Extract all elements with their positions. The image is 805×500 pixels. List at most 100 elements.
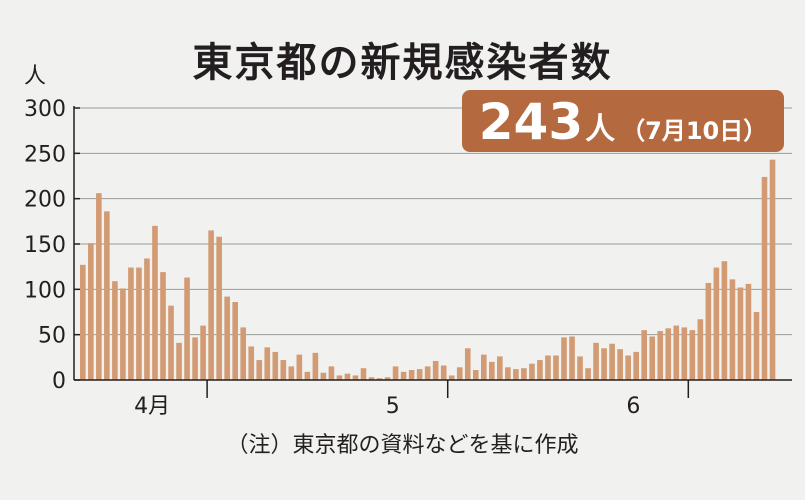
y-tick-label: 0 <box>52 369 66 394</box>
tick-labels: 0501001502002503004月567 <box>24 97 640 419</box>
bar <box>352 375 359 380</box>
bar <box>657 331 664 380</box>
chart-title: 東京都の新規感染者数 <box>192 40 613 86</box>
y-tick-label: 50 <box>38 324 66 349</box>
bar <box>208 230 214 380</box>
bar <box>705 282 712 380</box>
bar <box>505 367 511 380</box>
x-month-label: 6 <box>626 394 640 419</box>
y-tick-label: 250 <box>24 142 66 167</box>
bar <box>200 325 206 380</box>
bar <box>120 288 126 380</box>
bar <box>368 377 375 380</box>
bar <box>288 366 295 380</box>
bar <box>176 342 182 380</box>
bar <box>665 328 672 380</box>
bar <box>168 305 174 380</box>
bar <box>561 337 567 380</box>
bar <box>641 330 647 380</box>
axes <box>73 106 792 398</box>
bar <box>577 356 583 380</box>
bar <box>144 258 150 380</box>
bar <box>617 349 623 380</box>
bar <box>481 354 487 380</box>
bar <box>737 287 744 380</box>
bar <box>128 267 134 380</box>
bar <box>216 236 222 380</box>
bar <box>272 351 279 380</box>
bar <box>633 351 639 380</box>
y-tick-label: 200 <box>24 188 66 213</box>
bar <box>376 378 383 380</box>
bar <box>521 368 527 380</box>
bar <box>625 355 631 380</box>
bar <box>336 375 343 380</box>
bar <box>753 312 760 380</box>
bar <box>360 368 367 380</box>
bar <box>152 225 158 380</box>
bar <box>224 296 230 380</box>
bar <box>456 367 463 380</box>
bar <box>681 327 688 380</box>
bar <box>280 360 287 380</box>
bar <box>553 355 559 380</box>
y-axis-unit: 人 <box>24 64 47 89</box>
bar <box>192 337 198 380</box>
bar <box>649 336 656 380</box>
bar <box>328 366 335 380</box>
bar <box>312 352 319 380</box>
bar <box>497 356 503 380</box>
bar <box>240 327 246 380</box>
bar <box>689 330 696 380</box>
bar <box>489 361 495 380</box>
bar <box>416 369 423 380</box>
bar <box>392 366 399 380</box>
latest-value-callout: 243 人 （7月10日） <box>462 90 784 152</box>
bar <box>296 354 303 380</box>
bar <box>761 176 768 380</box>
y-tick-label: 150 <box>24 233 66 258</box>
bar <box>104 211 110 380</box>
bar <box>464 348 471 380</box>
grid-lines <box>74 107 792 336</box>
bar <box>513 369 519 380</box>
bar <box>448 375 455 380</box>
bar <box>729 279 736 380</box>
x-month-label: 5 <box>386 394 400 419</box>
bar <box>601 348 607 380</box>
bar <box>569 336 575 380</box>
bar <box>304 371 311 380</box>
bar <box>384 377 391 380</box>
bar <box>320 372 327 380</box>
y-tick-label: 300 <box>24 97 66 122</box>
x-month-label: 4月 <box>134 394 170 419</box>
bar <box>745 283 752 380</box>
bar <box>96 193 102 380</box>
callout-unit: 人 <box>585 112 616 147</box>
bar <box>136 267 142 380</box>
bar <box>344 373 351 380</box>
bar <box>184 277 190 380</box>
callout-value: 243 <box>478 93 584 151</box>
bar <box>769 159 776 380</box>
bar <box>721 261 728 380</box>
bar <box>472 370 479 380</box>
bar <box>585 368 591 380</box>
bar <box>400 371 407 380</box>
bar <box>112 281 118 380</box>
bar <box>545 355 551 380</box>
bar <box>424 366 431 380</box>
bar <box>673 325 680 380</box>
bar <box>697 319 704 380</box>
bars <box>80 159 776 380</box>
bar <box>432 360 439 380</box>
bar <box>232 302 238 380</box>
bar <box>440 365 447 380</box>
y-tick-label: 100 <box>24 278 66 303</box>
source-note: （注）東京都の資料などを基に作成 <box>226 433 579 458</box>
bar <box>88 243 94 380</box>
callout-date: （7月10日） <box>621 117 768 145</box>
bar <box>80 264 86 380</box>
